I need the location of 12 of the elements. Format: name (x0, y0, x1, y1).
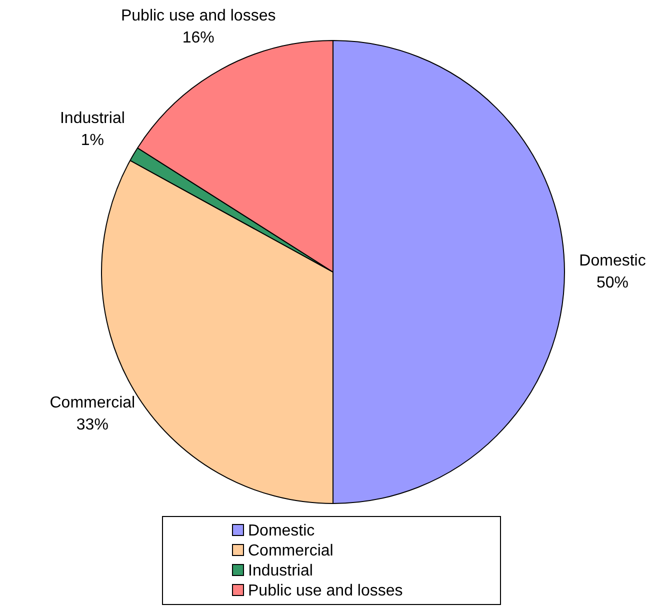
data-label: 33% (76, 416, 108, 434)
legend-label: Industrial (248, 562, 313, 580)
data-label: 50% (596, 274, 629, 292)
data-label: 16% (182, 29, 214, 46)
slice-label: Public use and losses (120, 7, 276, 24)
data-label: 1% (80, 132, 104, 150)
legend-label: Public use and losses (248, 582, 403, 600)
legend-label: Domestic (248, 522, 315, 540)
slice-label: Industrial (60, 110, 125, 128)
slice-label: Commercial (50, 394, 136, 412)
legend-label: Commercial (248, 542, 334, 560)
slice-label: Domestic (579, 252, 646, 270)
